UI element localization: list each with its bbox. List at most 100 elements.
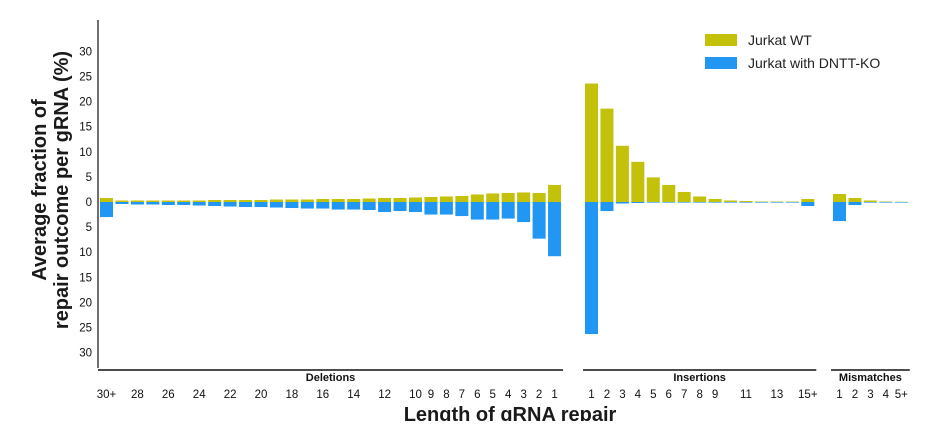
bar-insertions-ko (693, 202, 707, 203)
bar-insertions-wt (770, 201, 784, 203)
y-tick-label: 10 (79, 247, 92, 259)
bar-deletions-wt (362, 198, 376, 202)
group-label-deletions: Deletions (306, 372, 356, 384)
bar-insertions-ko (600, 202, 614, 212)
bar-mismatches-wt (833, 193, 846, 202)
bar-deletions-wt (192, 200, 206, 202)
x-tick-label: 2 (536, 389, 542, 401)
x-tick-label: 16 (316, 389, 329, 401)
bar-deletions-wt (161, 200, 175, 202)
x-tick-label: 10 (409, 389, 422, 401)
bar-deletions-ko (115, 202, 129, 205)
bar-deletions-wt (285, 199, 299, 202)
x-tick-label: 7 (459, 389, 465, 401)
x-tick-label: 13 (771, 389, 784, 401)
bar-mismatches-ko (863, 202, 877, 203)
bar-mismatches-wt (863, 200, 877, 202)
x-tick-label: 3 (867, 389, 873, 401)
x-tick-label: 4 (635, 389, 642, 401)
bar-deletions-ko (439, 202, 453, 215)
bar-insertions-ko (770, 202, 784, 203)
x-tick-label: 14 (347, 389, 360, 401)
y-axis-title-line: repair outcome per gRNA (%) (51, 51, 73, 329)
y-axis-title: Average fraction ofrepair outcome per gR… (29, 51, 73, 329)
bar-deletions-ko (130, 202, 144, 205)
bar-deletions-ko (501, 202, 515, 219)
bar-deletions-wt (409, 197, 422, 202)
y-tick-label: 5 (86, 172, 92, 184)
bar-deletions-ko (347, 202, 361, 210)
y-tick-label: 20 (79, 97, 92, 109)
bar-insertions-ko (785, 202, 799, 203)
bar-deletions-ko (548, 202, 562, 257)
bar-mismatches-wt (848, 197, 862, 202)
bar-insertions-ko (631, 202, 645, 204)
bar-deletions-wt (501, 192, 515, 202)
bar-deletions-ko (331, 202, 345, 210)
bar-insertions-wt (600, 108, 614, 202)
y-tick-label: 15 (79, 272, 92, 284)
legend-swatch-wt (705, 34, 737, 46)
bar-insertions-ko (677, 202, 691, 203)
bar-deletions-ko (409, 202, 422, 213)
bar-mismatches-ko (833, 202, 846, 222)
bar-insertions-wt (785, 201, 799, 203)
bar-deletions-wt (254, 199, 268, 202)
bar-mismatches-wt (879, 201, 893, 203)
x-tick-label: 11 (740, 389, 752, 401)
bar-deletions-ko (470, 202, 484, 220)
bar-deletions-wt (517, 192, 531, 202)
x-tick-label: 26 (162, 389, 175, 401)
x-tick-label: 1 (551, 389, 557, 401)
bar-deletions-ko (254, 202, 268, 208)
x-tick-label: 9 (712, 389, 718, 401)
y-tick-label: 10 (79, 147, 92, 159)
legend-label-wt: Jurkat WT (748, 32, 812, 48)
bar-deletions-wt (239, 199, 253, 202)
bar-deletions-ko (100, 202, 113, 218)
bar-deletions-wt (130, 200, 144, 202)
bar-deletions-wt (146, 200, 160, 202)
x-tick-label: 8 (696, 389, 702, 401)
bar-deletions-wt (532, 192, 546, 202)
bar-insertions-wt (615, 145, 629, 202)
bar-deletions-ko (517, 202, 531, 223)
x-tick-label: 15+ (798, 389, 818, 401)
bar-deletions-ko (455, 202, 469, 217)
x-tick-label: 30+ (97, 389, 117, 401)
bar-deletions-ko (223, 202, 237, 207)
bar-insertions-ko (662, 202, 676, 203)
y-tick-label: 25 (79, 72, 92, 84)
bar-deletions-wt (486, 193, 500, 202)
bar-insertions-ko (724, 202, 738, 203)
x-tick-label: 4 (883, 389, 890, 401)
bar-mismatches-ko (894, 202, 908, 203)
bar-insertions-wt (801, 198, 815, 202)
x-tick-label: 1 (588, 389, 594, 401)
x-tick-label: 5 (650, 389, 656, 401)
bar-insertions-ko (708, 202, 722, 203)
bar-deletions-wt (316, 198, 330, 202)
y-tick-label: 25 (79, 323, 92, 335)
x-tick-label: 3 (520, 389, 526, 401)
x-tick-label: 1 (836, 389, 842, 401)
bar-insertions-wt (693, 196, 707, 202)
bar-insertions-wt (724, 200, 738, 202)
x-tick-label: 6 (666, 389, 672, 401)
bar-deletions-ko (161, 202, 175, 206)
group-label-mismatches: Mismatches (839, 372, 902, 384)
x-tick-label: 12 (378, 389, 391, 401)
bar-insertions-ko (615, 202, 629, 204)
x-tick-label: 6 (474, 389, 480, 401)
bar-insertions-wt (585, 83, 598, 202)
x-tick-label: 7 (681, 389, 687, 401)
bar-insertions-wt (754, 201, 768, 203)
bar-insertions-wt (646, 177, 660, 202)
bar-insertions-wt (708, 198, 722, 202)
y-tick-label: 20 (79, 297, 92, 309)
bar-deletions-ko (285, 202, 299, 209)
y-tick-label: 5 (86, 222, 92, 234)
x-tick-label: 8 (443, 389, 449, 401)
bar-deletions-wt (455, 195, 469, 202)
